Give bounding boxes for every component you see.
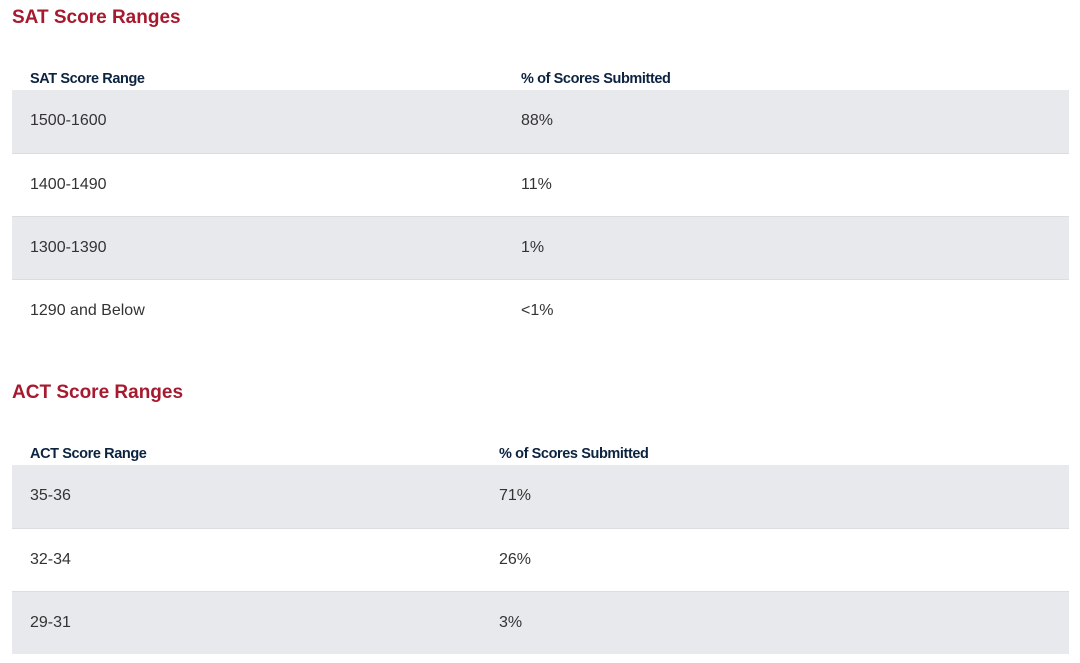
column-header-range: ACT Score Range [30,446,147,462]
percent-cell: 3% [481,591,1069,654]
sat-section-title: SAT Score Ranges [12,7,181,28]
table-row: 1290 and Below <1% [12,279,1069,342]
score-range-cell: 29-31 [12,591,481,654]
act-section-title: ACT Score Ranges [12,382,184,403]
act-score-table: ACT Score Range % of Scores Submitted 35… [12,438,1069,654]
percent-cell: <1% [503,279,1069,342]
percent-cell: 11% [503,153,1069,217]
score-range-cell: 1500-1600 [12,90,503,154]
percent-cell: 88% [503,90,1069,154]
table-header-row: SAT Score Range % of Scores Submitted [12,63,1069,90]
table-row: 32-34 26% [12,528,1069,592]
percent-cell: 1% [503,216,1069,280]
table-row: 35-36 71% [12,465,1069,529]
percent-cell: 26% [481,528,1069,592]
score-range-cell: 32-34 [12,528,481,592]
sat-score-table: SAT Score Range % of Scores Submitted 15… [12,63,1069,342]
table-row: 1500-1600 88% [12,90,1069,154]
score-range-cell: 1300-1390 [12,216,503,280]
table-header-row: ACT Score Range % of Scores Submitted [12,438,1069,465]
score-range-cell: 1400-1490 [12,153,503,217]
table-row: 1400-1490 11% [12,153,1069,217]
table-row: 1300-1390 1% [12,216,1069,280]
column-header-percent: % of Scores Submitted [499,446,649,462]
column-header-percent: % of Scores Submitted [521,71,671,87]
score-range-cell: 1290 and Below [12,279,503,342]
percent-cell: 71% [481,465,1069,529]
table-row: 29-31 3% [12,591,1069,654]
column-header-range: SAT Score Range [30,71,145,87]
score-range-cell: 35-36 [12,465,481,529]
